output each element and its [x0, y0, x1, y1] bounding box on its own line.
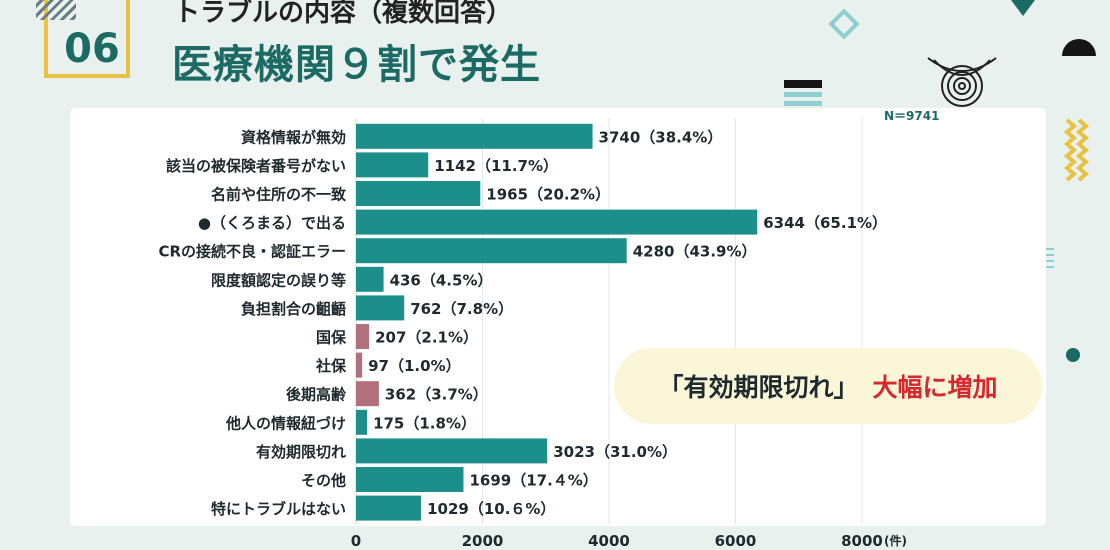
callout-box: 「有効期限切れ」 大幅に増加 [614, 348, 1042, 424]
badge-hatch-decoration [36, 0, 76, 20]
x-unit-label: (件) [884, 533, 907, 548]
data-label: 175（1.8%） [373, 414, 476, 432]
x-tick-label: 6000 [715, 532, 757, 550]
sample-size-label: N＝9741 [884, 109, 940, 123]
bar [356, 495, 422, 521]
bar [356, 123, 593, 149]
bar [356, 295, 405, 321]
bar [356, 438, 548, 464]
category-label: CRの接続不良・認証エラー [158, 243, 346, 261]
callout-emphasis: 大幅に増加 [872, 373, 998, 402]
category-label: ●（くろまる）で出る [198, 214, 346, 232]
chart-subtitle: トラブルの内容（複数回答） [174, 0, 513, 28]
category-label: その他 [301, 472, 346, 490]
category-label: 社保 [315, 357, 347, 375]
data-label: 3023（31.0%） [553, 443, 677, 461]
category-label: 限度額認定の誤り等 [211, 271, 346, 289]
category-label: 名前や住所の不一致 [211, 186, 347, 204]
data-label: 3740（38.4%） [599, 128, 723, 146]
data-label: 1142（11.7%） [434, 157, 558, 175]
bar [356, 181, 481, 206]
bar [356, 238, 627, 264]
bar [356, 467, 464, 492]
bar [356, 409, 368, 435]
diamond-icon [828, 8, 860, 40]
data-label: 762（7.8%） [410, 300, 513, 318]
data-label: 1965（20.2%） [486, 186, 610, 204]
bar [356, 381, 379, 407]
data-label: 1029（10.６%） [427, 500, 555, 518]
x-tick-label: 2000 [462, 532, 504, 550]
bar [356, 152, 429, 178]
data-label: 207（2.1%） [375, 329, 478, 347]
data-label: 97（1.0%） [368, 357, 460, 375]
data-label: 362（3.7%） [385, 386, 488, 404]
triangle-icon [1011, 0, 1035, 16]
x-tick-label: 8000 [841, 532, 883, 550]
zigzag-icon [1064, 118, 1090, 182]
bar [356, 324, 370, 349]
dot-icon [1066, 348, 1080, 362]
data-label: 1699（17.４%） [469, 472, 597, 490]
category-label: 資格情報が無効 [241, 128, 346, 146]
section-number: 06 [64, 26, 120, 72]
x-tick-label: 4000 [588, 532, 630, 550]
category-label: 後期高齢 [285, 386, 347, 404]
stripes-icon [784, 80, 822, 106]
x-tick-label: 0 [351, 532, 361, 550]
category-label: 有効期限切れ [256, 443, 346, 461]
category-label: 他人の情報紐づけ [225, 414, 346, 432]
data-label: 436（4.5%） [390, 271, 493, 289]
callout-quote: 「有効期限切れ」 [658, 373, 859, 402]
category-label: 国保 [316, 329, 347, 347]
data-label: 4280（43.9%） [633, 243, 757, 261]
bar [356, 209, 758, 235]
chart-panel [70, 108, 1046, 526]
category-label: 該当の被保険者番号がない [166, 157, 346, 175]
chart-title: 医療機関９割で発生 [172, 42, 541, 88]
bar [356, 352, 363, 378]
half-circle-icon [1062, 39, 1096, 56]
concentric-circles-icon [927, 57, 997, 107]
category-label: 負担割合の齟齬 [241, 300, 346, 318]
category-label: 特にトラブルはない [211, 500, 346, 518]
data-label: 6344（65.1%） [763, 214, 887, 232]
bar [356, 266, 384, 292]
